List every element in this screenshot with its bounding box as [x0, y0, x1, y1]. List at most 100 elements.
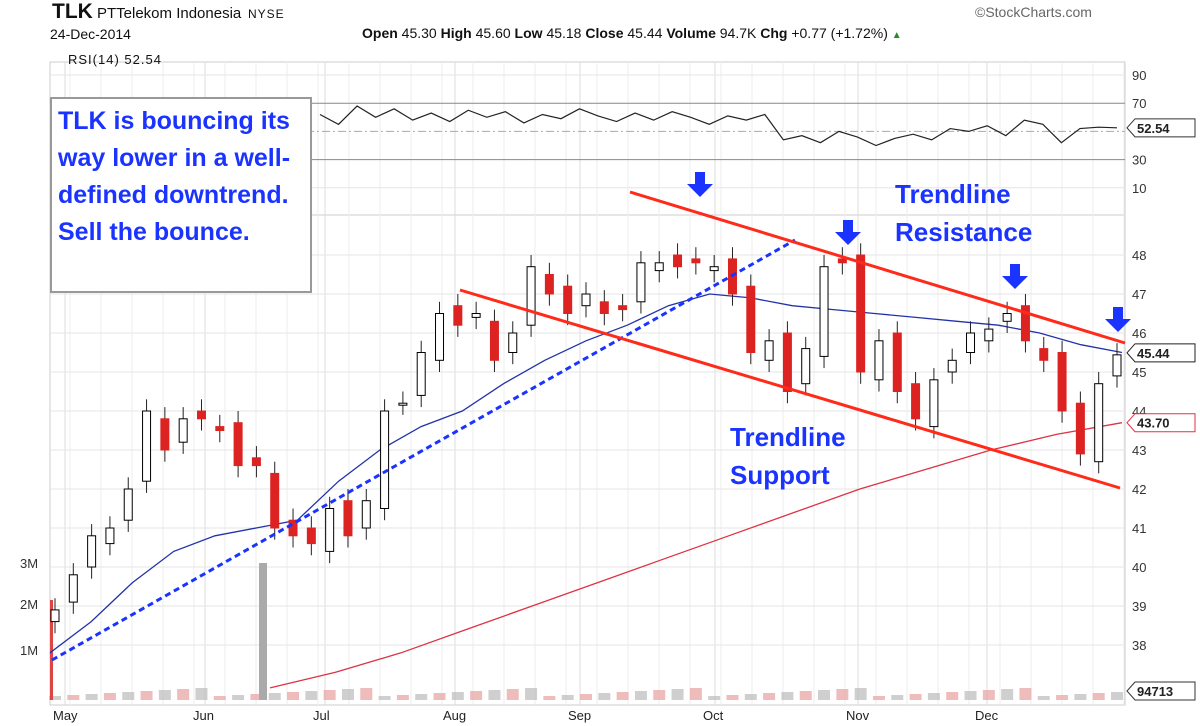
candle-body [837, 258, 847, 264]
ma200-last-label: 43.70 [1137, 416, 1170, 431]
candle-body [892, 332, 902, 392]
volume-bar [561, 695, 574, 700]
candle-body [489, 320, 499, 361]
rsi-last-label-box [1126, 118, 1196, 138]
candle-body [306, 527, 316, 545]
volume-bar [287, 692, 300, 700]
candle-body [874, 340, 884, 381]
volume-bar [982, 690, 995, 700]
price-tick-label: 45 [1132, 365, 1146, 380]
price-tick-label: 46 [1132, 326, 1146, 341]
volume-bar [1056, 695, 1069, 700]
volume-bar [946, 692, 959, 700]
x-tick-label: Aug [443, 708, 466, 723]
close-last-label-box [1126, 343, 1196, 363]
candle-body [673, 254, 683, 268]
volume-bar [891, 695, 904, 700]
volume-bar [927, 693, 940, 700]
candle-body [819, 266, 829, 357]
open-value: 45.30 [401, 25, 437, 41]
price-tick-label: 48 [1132, 248, 1146, 263]
x-tick-label: Sep [568, 708, 591, 723]
candle-body [1075, 402, 1085, 455]
candle-body [105, 527, 115, 545]
high-value: 45.60 [475, 25, 511, 41]
candle-body [581, 293, 591, 307]
resistance-trendline [629, 190, 1126, 345]
candle-body [636, 262, 646, 303]
x-tick-label: Dec [975, 708, 999, 723]
uptrend-dashed-line [51, 238, 796, 662]
volume-bar [506, 689, 519, 700]
quote-line: Open 45.30 High 45.60 Low 45.18 Close 45… [362, 25, 902, 41]
price-tick-label: 47 [1132, 287, 1146, 302]
volume-bar [470, 691, 483, 700]
candle-body [691, 258, 701, 264]
volume-bar [67, 695, 80, 700]
volume-bar [543, 696, 556, 700]
candle-body [435, 313, 445, 361]
volume-tick-label: 2M [20, 597, 38, 612]
down-arrow-icon [1105, 307, 1131, 332]
candle-body [471, 313, 481, 318]
volume-bar [177, 689, 190, 700]
candle-body [782, 332, 792, 392]
volume-bar [360, 688, 373, 700]
volume-bar [909, 694, 922, 700]
volume-last-label-box [1126, 681, 1196, 701]
volume-bar [415, 694, 428, 700]
x-tick-label: Jun [193, 708, 214, 723]
volume-bar [268, 693, 281, 700]
volume-bar [616, 692, 629, 700]
volume-bar [433, 693, 446, 700]
candle-body [947, 359, 957, 373]
volume-bar [213, 696, 226, 700]
candle-body [196, 410, 206, 420]
volume-bar [818, 690, 831, 700]
candle-body [87, 535, 97, 568]
candle-body [123, 488, 133, 521]
candle-body [1057, 352, 1067, 412]
candle-body [654, 262, 664, 272]
candle-body [1002, 313, 1012, 322]
candle-body [416, 352, 426, 396]
candle-body [856, 254, 866, 373]
candle-body [233, 422, 243, 467]
volume-bar [1092, 693, 1105, 700]
volume-bar [305, 691, 318, 700]
volume-bar [488, 690, 501, 700]
volume-bar [122, 692, 135, 700]
volume-bar [250, 694, 263, 700]
candle-body [544, 274, 554, 295]
volume-bar [872, 696, 885, 700]
volume-bar [1001, 689, 1014, 700]
close-last-label: 45.44 [1137, 346, 1170, 361]
rsi-label: RSI(14) 52.54 [68, 52, 162, 67]
candle-body [1112, 354, 1122, 377]
candle-body [178, 418, 188, 443]
ma200-line [269, 422, 1123, 689]
volume-bar [708, 696, 721, 700]
x-tick-label: Jul [313, 708, 330, 723]
volume-bar [158, 690, 171, 700]
candle-body [599, 301, 609, 314]
resistance-label: Trendline Resistance [895, 179, 1033, 247]
candle-body [526, 266, 536, 326]
exchange: NYSE [248, 7, 285, 21]
candle-body [911, 383, 921, 420]
candle-body [746, 285, 756, 354]
volume-bar [1019, 688, 1032, 700]
volume-bar [580, 694, 592, 700]
volume-bar [744, 694, 757, 700]
brand-logo: ©StockCharts.com [975, 4, 1092, 20]
volume-value: 94.7K [719, 25, 757, 41]
rsi-last-label: 52.54 [1137, 121, 1170, 136]
down-arrow-icon [835, 220, 861, 245]
support-trendline [459, 288, 1121, 490]
volume-bar [396, 695, 409, 700]
candle-body [929, 379, 939, 428]
volume-bar [836, 689, 849, 700]
candle-body [142, 410, 152, 482]
volume-bar [964, 691, 977, 700]
